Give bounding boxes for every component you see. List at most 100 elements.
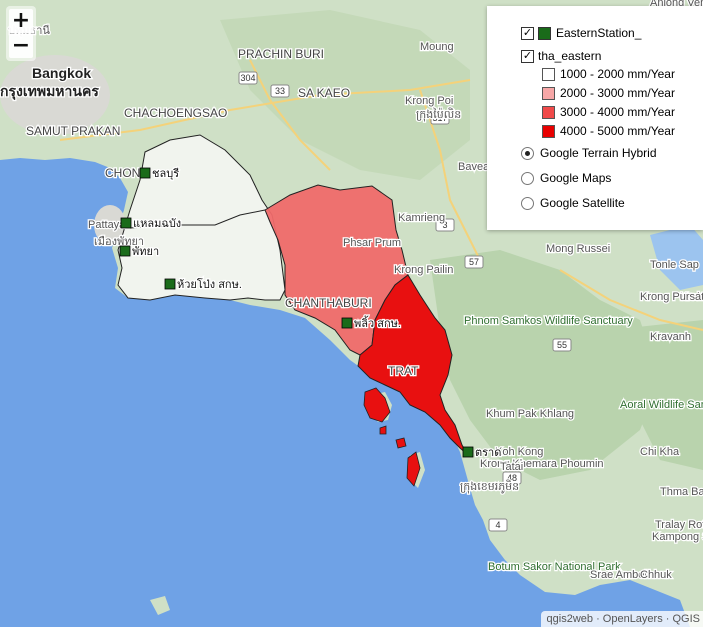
place-label: SAMUT PRAKAN: [26, 124, 120, 138]
station-layer-row[interactable]: ✓ EasternStation_: [521, 26, 641, 40]
legend-class-3: 3000 - 4000 mm/Year: [542, 105, 675, 119]
legend-swatch-1: [542, 67, 555, 81]
place-label: ក្រុងប៉ៃលិន: [416, 107, 461, 122]
place-label: Krong Pailin: [394, 264, 453, 276]
svg-text:317: 317: [432, 113, 447, 123]
station-label: ชลบุรี: [152, 167, 179, 180]
zoom-control: + −: [6, 6, 36, 61]
legend-class-2: 2000 - 3000 mm/Year: [542, 86, 675, 100]
legend-swatch-2: [542, 86, 555, 100]
map-attribution[interactable]: qgis2web · OpenLayers · QGIS: [540, 611, 703, 627]
island-koh-chang[interactable]: [363, 387, 391, 423]
place-label: Pattaya: [88, 219, 126, 231]
station-layer-swatch: [538, 26, 551, 40]
place-label: CHACHOENGSAO: [124, 106, 227, 120]
place-label: Krong Poi: [405, 95, 453, 107]
road-shield: 55: [552, 338, 572, 352]
zoom-in-button[interactable]: +: [9, 9, 33, 33]
station-label: ตราด: [475, 447, 501, 459]
zoom-out-button[interactable]: −: [9, 34, 33, 58]
place-label: กรุงเทพมหานคร: [0, 83, 99, 100]
road-shield: 33: [270, 84, 290, 98]
basemap-radio-terrain[interactable]: [521, 146, 534, 160]
place-label: Thma Bang: [660, 486, 703, 498]
station-label: แหลมฉบัง: [133, 218, 181, 230]
station-label: พลิ้ว สกษ.: [354, 315, 401, 330]
station-layer-checkbox[interactable]: ✓: [521, 26, 534, 40]
legend-class-4: 4000 - 5000 mm/Year: [542, 124, 675, 138]
station-marker[interactable]: [462, 446, 474, 458]
place-label: Botum Sakor National Park: [488, 561, 621, 573]
place-label: TRAT: [388, 364, 419, 378]
legend-swatch-4: [542, 124, 555, 138]
basemap-radio-satellite[interactable]: [521, 196, 534, 210]
place-label: Kravanh: [650, 331, 691, 343]
station-marker[interactable]: [139, 167, 151, 179]
place-label: Phsar Prum: [343, 237, 401, 249]
road-shield: 57: [464, 255, 484, 269]
province-trat[interactable]: [357, 274, 469, 456]
road-shield: 304: [238, 71, 258, 85]
legend-class-label-2: 2000 - 3000 mm/Year: [560, 86, 675, 100]
place-label: Tonle Sap: [650, 259, 699, 271]
station-layer-label: EasternStation_: [556, 26, 642, 40]
place-label: CHANTHABURI: [285, 296, 372, 310]
place-label: ក្រុងខេមរភូមិន: [460, 479, 519, 494]
basemap-option-terrain[interactable]: Google Terrain Hybrid: [521, 146, 657, 160]
place-label: SA KAEO: [298, 86, 350, 100]
place-label: Koh Kong: [495, 446, 543, 458]
basemap-label-satellite: Google Satellite: [540, 196, 625, 210]
svg-text:55: 55: [557, 340, 567, 350]
road-shield: 4: [488, 518, 508, 532]
svg-text:4: 4: [495, 520, 500, 530]
place-label: Krakor: [680, 291, 703, 303]
svg-text:57: 57: [469, 257, 479, 267]
place-label: Phnom Samkos Wildlife Sanctuary: [464, 315, 633, 327]
road-shield: 3: [435, 218, 455, 232]
place-label: Tralay Rotieng: [655, 519, 703, 531]
place-label: Chi Kha: [640, 446, 680, 458]
station-marker[interactable]: [120, 217, 132, 229]
svg-text:33: 33: [275, 86, 285, 96]
province-chonburi[interactable]: [117, 134, 286, 301]
place-label: เมืองพัทยา: [94, 235, 144, 248]
place-label: CHON: [105, 166, 140, 180]
road-shield: 48: [502, 471, 522, 485]
province-layer-row[interactable]: ✓ tha_eastern: [521, 49, 601, 63]
basemap-label-terrain: Google Terrain Hybrid: [540, 146, 657, 160]
province-layer-label: tha_eastern: [538, 49, 602, 63]
basemap-option-satellite[interactable]: Google Satellite: [521, 196, 625, 210]
station-label: พัทยา: [132, 246, 159, 258]
layer-switcher-panel: ✓ EasternStation_ ✓ tha_eastern 1000 - 2…: [487, 6, 703, 230]
place-label: PRACHIN BURI: [238, 47, 324, 61]
station-marker[interactable]: [341, 317, 353, 329]
svg-text:304: 304: [240, 73, 255, 83]
basemap-option-maps[interactable]: Google Maps: [521, 171, 611, 185]
place-label: Moung: [420, 41, 454, 53]
station-marker[interactable]: [119, 245, 131, 257]
svg-text:48: 48: [507, 473, 517, 483]
place-label: Baveat: [458, 161, 492, 173]
legend-class-label-4: 4000 - 5000 mm/Year: [560, 124, 675, 138]
legend-class-label-1: 1000 - 2000 mm/Year: [560, 67, 675, 81]
place-label: Anlong Veng: [650, 0, 703, 9]
place-label: Bangkok: [32, 65, 91, 81]
legend-swatch-3: [542, 105, 555, 119]
station-label: ห้วยโป่ง สกษ.: [177, 277, 242, 291]
province-layer-checkbox[interactable]: ✓: [521, 49, 534, 63]
station-marker[interactable]: [164, 278, 176, 290]
legend-class-label-3: 3000 - 4000 mm/Year: [560, 105, 675, 119]
place-label: Mong Russei: [546, 243, 610, 255]
place-label: Kamrieng: [398, 212, 445, 224]
place-label: Srae Ambel: [590, 569, 647, 581]
place-label: Khum Pak Khlang: [486, 408, 574, 420]
svg-text:3: 3: [442, 220, 447, 230]
place-label: Tatai: [500, 461, 523, 473]
basemap-radio-maps[interactable]: [521, 171, 534, 185]
place-label: Kampong Seila: [652, 531, 703, 543]
place-label: Krong Pursat: [640, 291, 703, 303]
place-label: Krong Khemara Phoumin: [480, 458, 604, 470]
legend-class-1: 1000 - 2000 mm/Year: [542, 67, 675, 81]
place-label: Aoral Wildlife Sanctuary: [620, 399, 703, 411]
place-label: Chhuk: [640, 569, 672, 581]
